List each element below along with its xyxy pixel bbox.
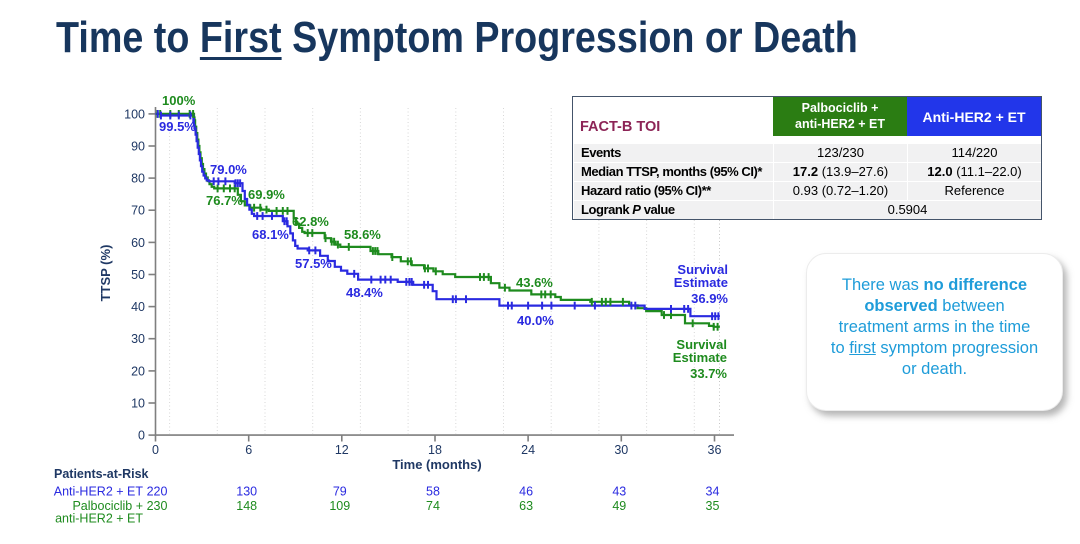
svg-text:46: 46: [519, 485, 533, 499]
svg-text:58.6%: 58.6%: [344, 227, 381, 242]
svg-text:148: 148: [236, 499, 257, 513]
svg-text:57.5%: 57.5%: [295, 256, 332, 271]
svg-text:109: 109: [329, 499, 350, 513]
svg-text:49: 49: [612, 499, 626, 513]
svg-text:18: 18: [428, 443, 442, 457]
svg-text:36: 36: [708, 443, 722, 457]
svg-text:10: 10: [131, 396, 145, 410]
svg-text:70: 70: [131, 204, 145, 218]
svg-text:6: 6: [245, 443, 252, 457]
svg-text:76.7%: 76.7%: [206, 193, 243, 208]
svg-text:anti-HER2 + ET: anti-HER2 + ET: [55, 512, 143, 526]
svg-text:100: 100: [124, 107, 145, 121]
svg-text:220: 220: [147, 485, 168, 499]
svg-text:30: 30: [131, 332, 145, 346]
svg-text:0: 0: [138, 429, 145, 443]
svg-text:62.8%: 62.8%: [292, 214, 329, 229]
svg-text:63: 63: [519, 499, 533, 513]
svg-text:99.5%: 99.5%: [159, 119, 196, 134]
svg-text:Palbociclib +: Palbociclib +: [72, 499, 143, 513]
svg-text:35: 35: [706, 499, 720, 513]
svg-text:36.9%: 36.9%: [691, 291, 728, 306]
svg-text:58: 58: [426, 485, 440, 499]
svg-text:0: 0: [152, 443, 159, 457]
svg-text:Survival: Survival: [677, 262, 728, 277]
svg-text:80: 80: [131, 172, 145, 186]
svg-text:69.9%: 69.9%: [248, 187, 285, 202]
svg-text:20: 20: [131, 364, 145, 378]
svg-text:Estimate: Estimate: [673, 350, 727, 365]
svg-text:TTSP (%): TTSP (%): [98, 245, 113, 302]
svg-text:43: 43: [612, 485, 626, 499]
svg-text:30: 30: [614, 443, 628, 457]
svg-text:40: 40: [131, 300, 145, 314]
svg-text:60: 60: [131, 236, 145, 250]
svg-text:40.0%: 40.0%: [517, 313, 554, 328]
svg-text:34: 34: [706, 485, 720, 499]
svg-text:12: 12: [335, 443, 349, 457]
svg-text:Patients-at-Risk: Patients-at-Risk: [54, 467, 149, 481]
svg-text:74: 74: [426, 499, 440, 513]
svg-text:50: 50: [131, 268, 145, 282]
svg-text:79.0%: 79.0%: [210, 162, 247, 177]
svg-text:33.7%: 33.7%: [690, 366, 727, 381]
svg-text:48.4%: 48.4%: [346, 285, 383, 300]
svg-text:Estimate: Estimate: [674, 275, 728, 290]
svg-text:90: 90: [131, 139, 145, 153]
svg-text:79: 79: [333, 485, 347, 499]
svg-text:Survival: Survival: [676, 337, 727, 352]
svg-text:68.1%: 68.1%: [252, 227, 289, 242]
svg-text:Time (months): Time (months): [392, 457, 481, 472]
svg-text:24: 24: [521, 443, 535, 457]
svg-text:43.6%: 43.6%: [516, 275, 553, 290]
svg-text:100%: 100%: [162, 93, 196, 108]
svg-text:130: 130: [236, 485, 257, 499]
svg-text:Anti-HER2 + ET: Anti-HER2 + ET: [54, 485, 144, 499]
svg-text:230: 230: [147, 499, 168, 513]
